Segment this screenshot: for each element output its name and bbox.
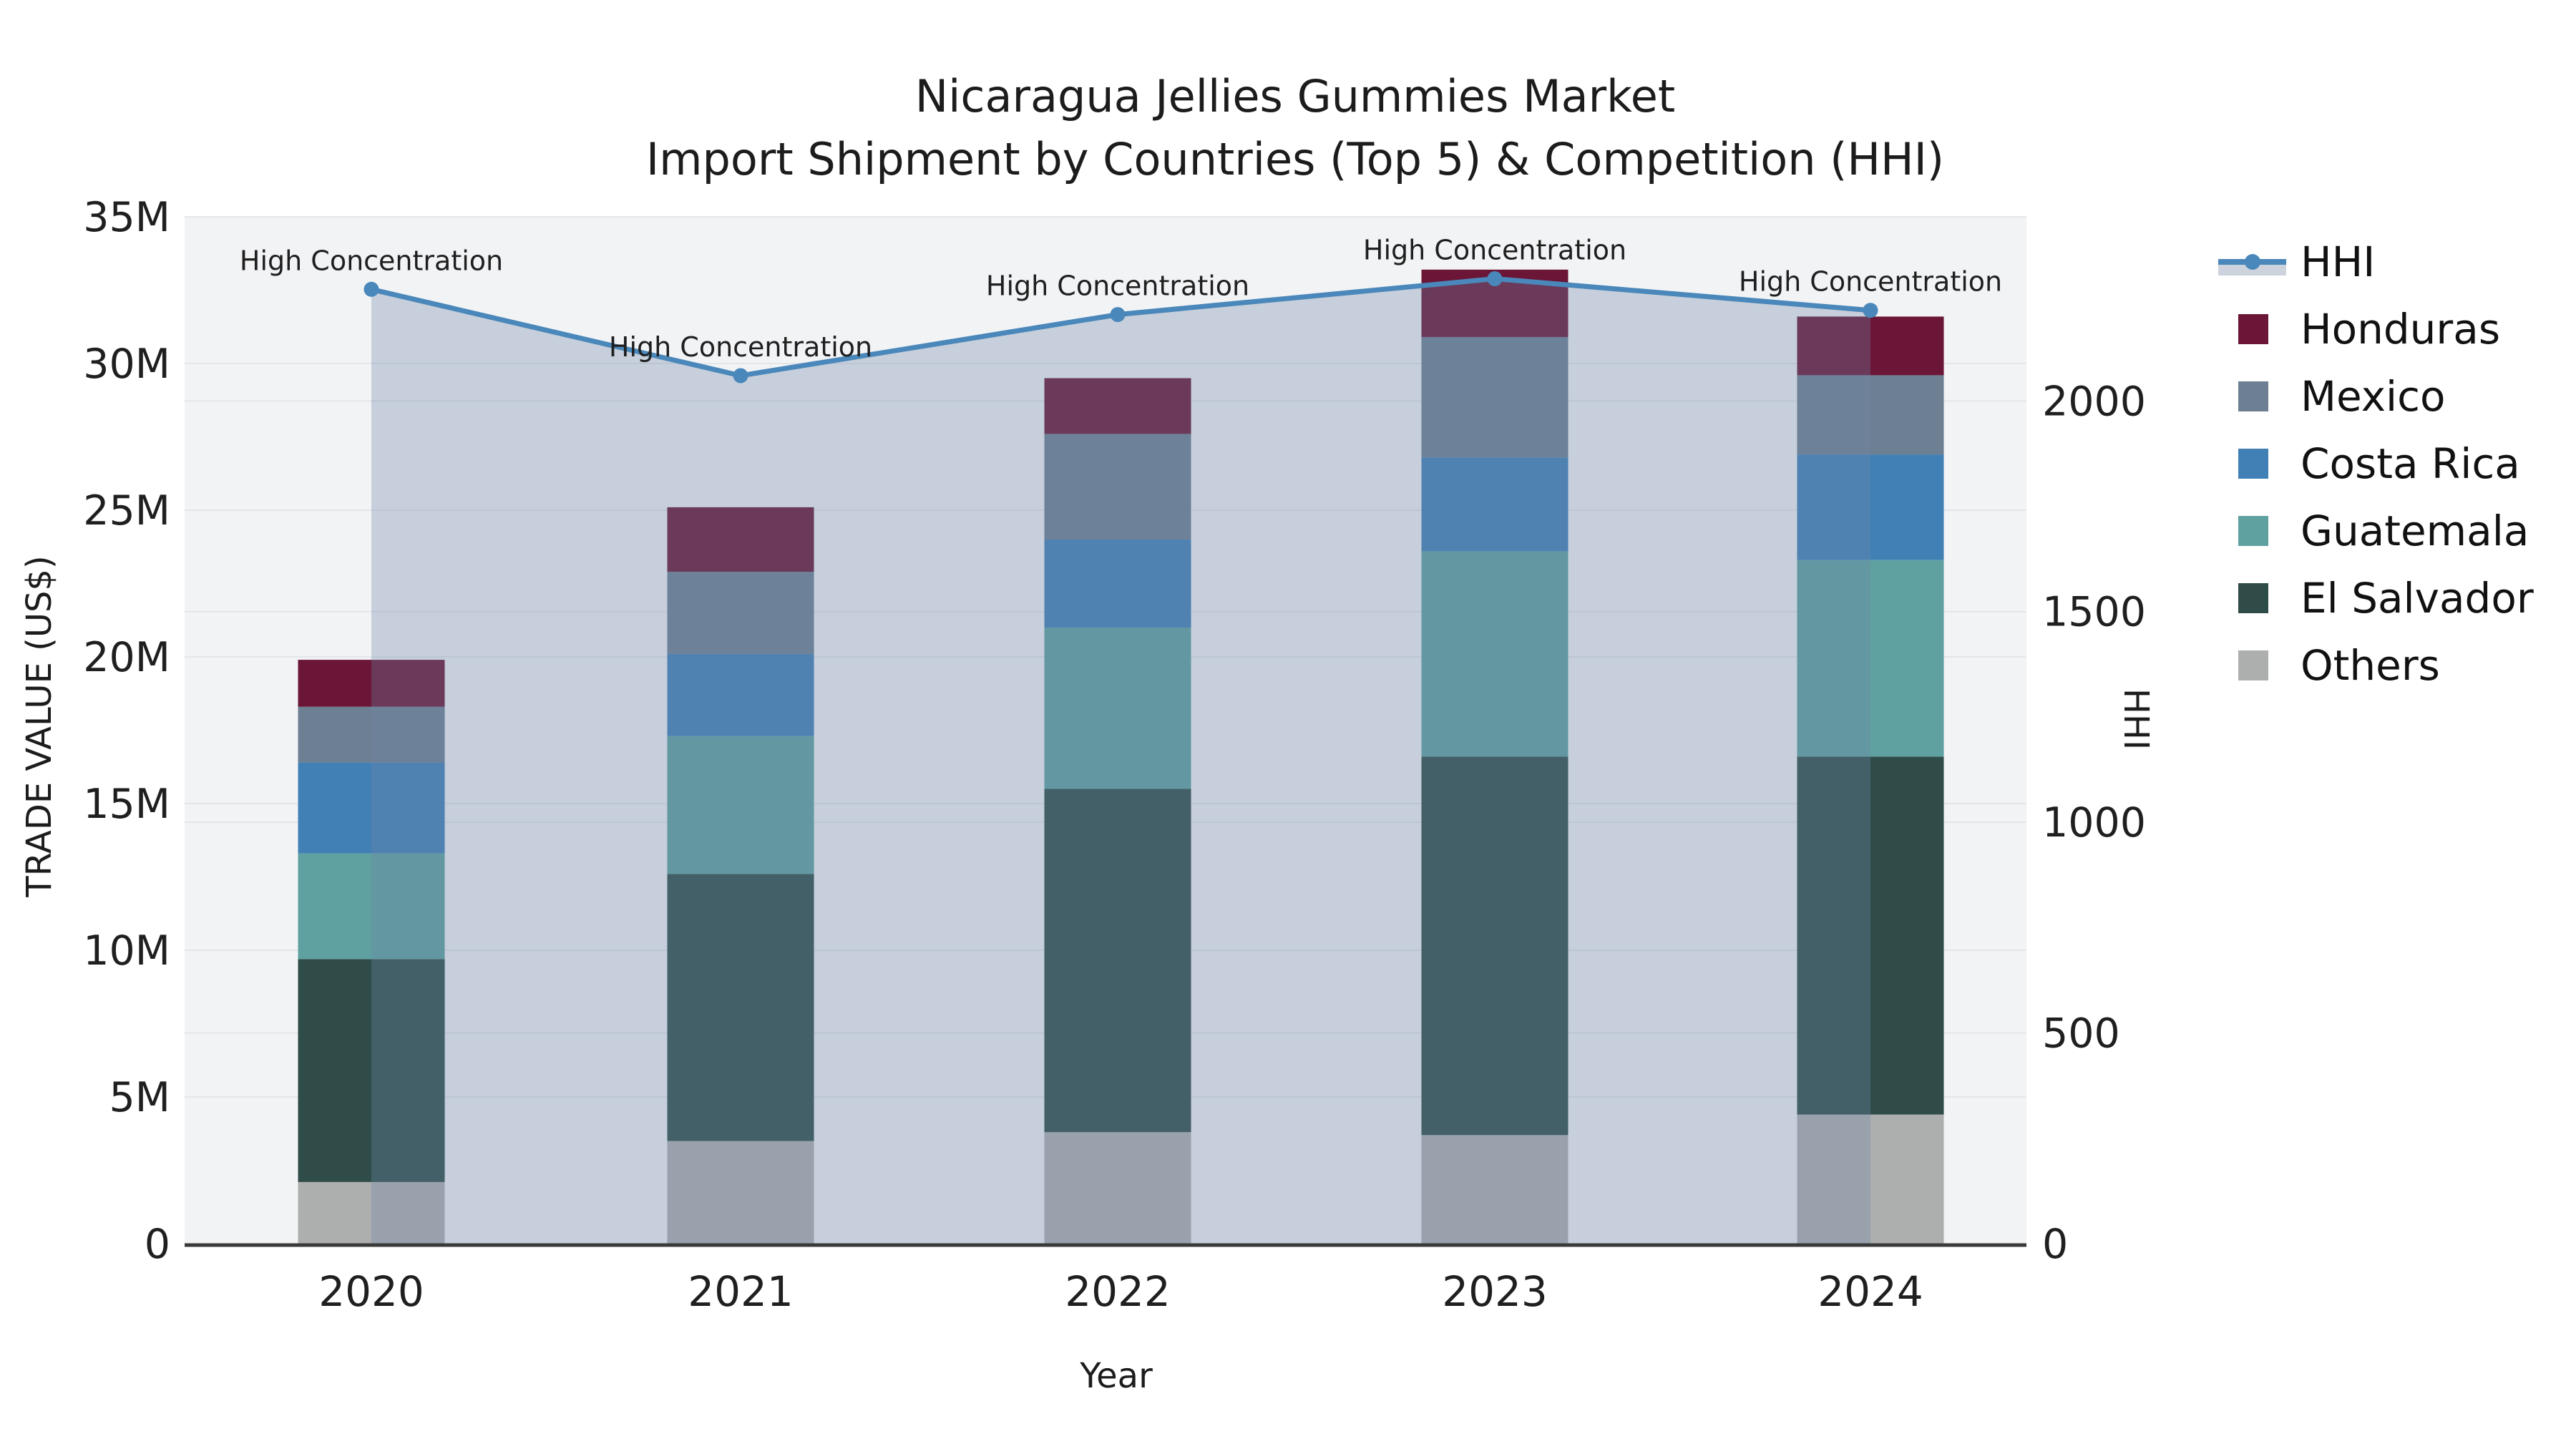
color-swatch-icon xyxy=(2218,381,2286,411)
annotation-high-concentration-2024: High Concentration xyxy=(1739,266,2002,298)
bar-segment-costa-rica-2024 xyxy=(1797,454,1944,560)
bar-segment-others-2021 xyxy=(667,1141,814,1244)
y-axis-title-right: HHI xyxy=(2116,688,2156,751)
y-right-tick-0: 0 xyxy=(2042,1221,2068,1268)
bar-segment-el-salvador-2021 xyxy=(667,874,814,1141)
y-left-tick-25M: 25M xyxy=(83,487,170,535)
legend-label: Honduras xyxy=(2301,305,2501,353)
color-swatch-icon xyxy=(2218,314,2286,344)
hhi-marker-2021 xyxy=(733,368,748,384)
bar-segment-others-2023 xyxy=(1421,1135,1568,1244)
legend-item-mexico: Mexico xyxy=(2218,363,2534,430)
bar-segment-guatemala-2022 xyxy=(1044,628,1191,789)
bar-segment-honduras-2020 xyxy=(298,660,445,707)
chart-subtitle: Import Shipment by Countries (Top 5) & C… xyxy=(645,133,1945,185)
bar-segment-el-salvador-2023 xyxy=(1421,756,1568,1136)
bar-segment-mexico-2020 xyxy=(298,706,445,763)
y-left-tick-15M: 15M xyxy=(83,781,170,828)
bar-segment-costa-rica-2022 xyxy=(1044,540,1191,628)
y-right-tick-1000: 1000 xyxy=(2042,799,2146,847)
color-swatch-icon xyxy=(2218,650,2286,680)
hhi-marker-2023 xyxy=(1487,271,1503,287)
bar-segment-costa-rica-2021 xyxy=(667,653,814,736)
legend-item-costa-rica: Costa Rica xyxy=(2218,430,2534,497)
bar-segment-mexico-2021 xyxy=(667,572,814,654)
x-tick-2020: 2020 xyxy=(318,1267,424,1316)
bar-segment-guatemala-2024 xyxy=(1797,560,1944,757)
y-left-tick-5M: 5M xyxy=(109,1074,170,1121)
legend: HHI Honduras Mexico Costa Rica Guatemala El S… xyxy=(2218,228,2534,699)
bar-segment-costa-rica-2020 xyxy=(298,762,445,854)
x-tick-2024: 2024 xyxy=(1818,1267,1923,1316)
x-axis-title: Year xyxy=(1080,1356,1153,1396)
y-left-tick-10M: 10M xyxy=(83,927,170,975)
legend-item-el-salvador: El Salvador xyxy=(2218,565,2534,632)
bar-segment-honduras-2024 xyxy=(1797,316,1944,376)
legend-item-hhi: HHI xyxy=(2218,228,2534,296)
hhi-marker-2022 xyxy=(1110,307,1126,323)
legend-label: HHI xyxy=(2301,238,2376,286)
bar-segment-mexico-2022 xyxy=(1044,434,1191,540)
bar-segment-others-2022 xyxy=(1044,1132,1191,1244)
y-right-tick-1500: 1500 xyxy=(2042,589,2146,636)
bar-segment-honduras-2021 xyxy=(667,507,814,572)
x-tick-2022: 2022 xyxy=(1065,1267,1171,1316)
bar-segment-guatemala-2021 xyxy=(667,736,814,874)
y-left-tick-0: 0 xyxy=(145,1221,170,1268)
annotation-high-concentration-2021: High Concentration xyxy=(609,331,872,363)
legend-label: Others xyxy=(2301,641,2440,690)
bar-segment-guatemala-2020 xyxy=(298,853,445,960)
color-swatch-icon xyxy=(2218,516,2286,546)
legend-label: Guatemala xyxy=(2301,507,2529,555)
color-swatch-icon xyxy=(2218,583,2286,613)
bar-segment-others-2020 xyxy=(298,1181,445,1244)
chart-title: Nicaragua Jellies Gummies Market xyxy=(914,70,1676,122)
legend-item-others: Others xyxy=(2218,632,2534,699)
y-right-tick-2000: 2000 xyxy=(2042,378,2146,425)
legend-item-guatemala: Guatemala xyxy=(2218,497,2534,565)
bar-segment-el-salvador-2022 xyxy=(1044,789,1191,1133)
y-axis-title-left: TRADE VALUE (US$) xyxy=(19,555,59,897)
y-right-tick-500: 500 xyxy=(2042,1010,2120,1058)
bar-segment-others-2024 xyxy=(1797,1114,1944,1244)
bar-segment-mexico-2023 xyxy=(1421,337,1568,458)
x-tick-2021: 2021 xyxy=(688,1267,794,1316)
bar-segment-mexico-2024 xyxy=(1797,375,1944,455)
hhi-marker-2020 xyxy=(364,281,379,297)
bar-segment-el-salvador-2020 xyxy=(298,959,445,1182)
legend-label: El Salvador xyxy=(2301,574,2534,623)
annotation-high-concentration-2022: High Concentration xyxy=(986,270,1249,302)
y-left-tick-35M: 35M xyxy=(83,194,170,241)
bar-segment-el-salvador-2024 xyxy=(1797,756,1944,1115)
legend-item-honduras: Honduras xyxy=(2218,296,2534,363)
hhi-marker-2024 xyxy=(1863,303,1878,318)
legend-label: Mexico xyxy=(2301,372,2446,421)
color-swatch-icon xyxy=(2218,449,2286,479)
legend-label: Costa Rica xyxy=(2301,439,2520,488)
annotation-high-concentration-2023: High Concentration xyxy=(1363,235,1626,266)
y-left-tick-30M: 30M xyxy=(83,341,170,388)
bar-segment-honduras-2022 xyxy=(1044,378,1191,434)
hhi-line-swatch-icon xyxy=(2218,247,2286,277)
annotation-high-concentration-2020: High Concentration xyxy=(240,245,503,276)
bar-segment-guatemala-2023 xyxy=(1421,551,1568,757)
hhi-area-fill xyxy=(371,278,1870,1244)
bar-segment-costa-rica-2023 xyxy=(1421,457,1568,552)
y-left-tick-20M: 20M xyxy=(83,634,170,681)
x-tick-2023: 2023 xyxy=(1442,1267,1548,1316)
